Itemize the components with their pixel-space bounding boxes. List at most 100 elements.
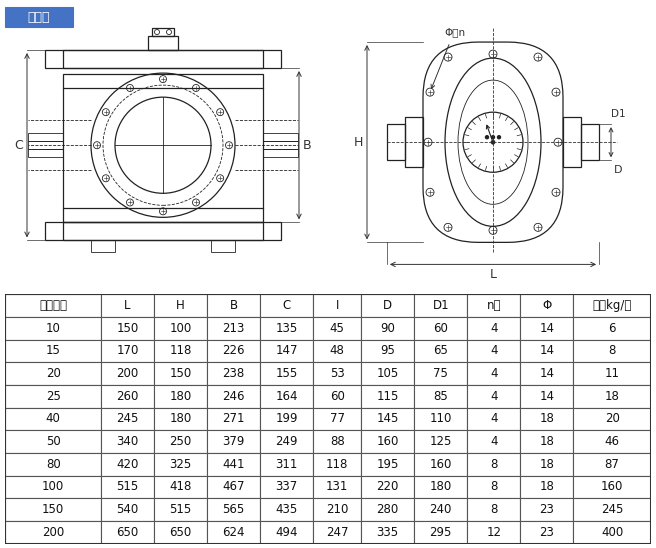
Text: 624: 624 xyxy=(222,526,245,539)
Bar xyxy=(5,408,101,430)
Text: 公称通径: 公称通径 xyxy=(39,299,67,312)
Bar xyxy=(520,294,573,317)
Text: 260: 260 xyxy=(116,390,139,403)
Bar xyxy=(520,498,573,521)
Text: 18: 18 xyxy=(539,458,554,471)
Text: n个: n个 xyxy=(487,299,501,312)
Bar xyxy=(101,317,154,340)
Text: 420: 420 xyxy=(116,458,139,471)
Text: 435: 435 xyxy=(276,503,298,516)
Bar xyxy=(467,498,520,521)
Bar xyxy=(414,521,467,544)
Text: 48: 48 xyxy=(330,345,344,357)
Bar xyxy=(5,362,101,385)
Bar xyxy=(260,340,314,362)
Bar xyxy=(314,340,361,362)
Text: 14: 14 xyxy=(539,345,554,357)
Text: 23: 23 xyxy=(539,526,554,539)
Text: 8: 8 xyxy=(490,481,497,493)
Bar xyxy=(361,408,414,430)
Text: 10: 10 xyxy=(46,322,60,335)
Text: H: H xyxy=(176,299,185,312)
Bar xyxy=(581,124,599,160)
Text: 160: 160 xyxy=(430,458,452,471)
Bar xyxy=(467,453,520,476)
Text: 295: 295 xyxy=(430,526,452,539)
Bar xyxy=(154,498,207,521)
Text: 20: 20 xyxy=(46,367,60,380)
Bar xyxy=(154,317,207,340)
Text: 180: 180 xyxy=(169,390,192,403)
Text: 164: 164 xyxy=(276,390,298,403)
Text: 85: 85 xyxy=(434,390,448,403)
Bar xyxy=(28,141,63,149)
Text: 213: 213 xyxy=(222,322,245,335)
Text: C: C xyxy=(283,299,291,312)
Bar xyxy=(414,362,467,385)
Text: 90: 90 xyxy=(380,322,395,335)
Text: 515: 515 xyxy=(117,481,138,493)
Text: 250: 250 xyxy=(169,435,192,448)
Bar xyxy=(405,117,423,167)
Text: 118: 118 xyxy=(169,345,192,357)
Text: 340: 340 xyxy=(117,435,138,448)
Bar xyxy=(467,294,520,317)
Bar xyxy=(467,430,520,453)
Text: H: H xyxy=(354,136,363,149)
Text: 77: 77 xyxy=(330,413,344,425)
Bar xyxy=(260,362,314,385)
Bar xyxy=(520,476,573,498)
Circle shape xyxy=(497,136,501,139)
Text: 100: 100 xyxy=(169,322,192,335)
Bar xyxy=(414,340,467,362)
Text: 18: 18 xyxy=(539,435,554,448)
Text: 150: 150 xyxy=(42,503,64,516)
Bar xyxy=(260,294,314,317)
Text: Φ－n: Φ－n xyxy=(444,27,466,37)
Text: 325: 325 xyxy=(169,458,192,471)
Bar xyxy=(387,124,405,160)
Bar xyxy=(260,498,314,521)
Text: Φ: Φ xyxy=(543,299,552,312)
Bar xyxy=(101,294,154,317)
Text: 335: 335 xyxy=(377,526,399,539)
Bar xyxy=(573,453,651,476)
Text: D: D xyxy=(383,299,392,312)
Text: 4: 4 xyxy=(490,413,497,425)
Text: 60: 60 xyxy=(434,322,448,335)
Text: 379: 379 xyxy=(222,435,245,448)
Text: I: I xyxy=(335,299,339,312)
Text: 40: 40 xyxy=(46,413,60,425)
Bar xyxy=(414,294,467,317)
Circle shape xyxy=(485,136,489,139)
Text: 115: 115 xyxy=(377,390,399,403)
Bar xyxy=(573,476,651,498)
Text: 135: 135 xyxy=(276,322,298,335)
Bar xyxy=(5,430,101,453)
Bar xyxy=(5,317,101,340)
Text: 494: 494 xyxy=(276,526,298,539)
Bar xyxy=(467,340,520,362)
Bar xyxy=(414,476,467,498)
Bar xyxy=(467,408,520,430)
Text: 220: 220 xyxy=(377,481,399,493)
Text: 50: 50 xyxy=(46,435,60,448)
Bar xyxy=(28,149,63,157)
FancyBboxPatch shape xyxy=(5,7,73,27)
Text: 210: 210 xyxy=(326,503,348,516)
Bar xyxy=(154,385,207,408)
Bar xyxy=(101,340,154,362)
Bar xyxy=(154,294,207,317)
Bar xyxy=(361,498,414,521)
Bar xyxy=(154,362,207,385)
Bar xyxy=(5,294,101,317)
Text: 180: 180 xyxy=(169,413,192,425)
Bar xyxy=(573,385,651,408)
Bar xyxy=(467,476,520,498)
Bar xyxy=(314,453,361,476)
Bar xyxy=(573,521,651,544)
Text: 8: 8 xyxy=(490,503,497,516)
Bar xyxy=(414,385,467,408)
Bar xyxy=(361,453,414,476)
Bar xyxy=(263,141,298,149)
